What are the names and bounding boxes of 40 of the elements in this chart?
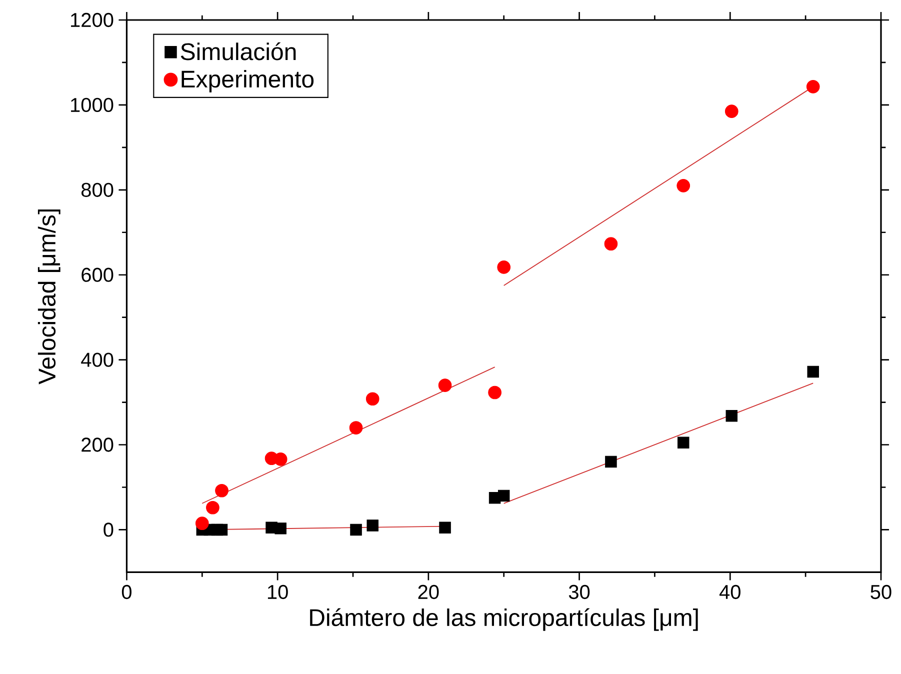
y-axis-title: Velocidad [μm/s]	[38, 210, 60, 385]
point	[726, 410, 738, 422]
point	[724, 104, 738, 118]
x-tick-label: 50	[870, 585, 892, 600]
point	[498, 490, 510, 502]
y-tick-label: 0	[104, 522, 114, 538]
y-tick-label: 200	[82, 438, 114, 452]
y-tick-label: 800	[82, 183, 114, 198]
point	[206, 501, 220, 515]
y-tick-label: 600	[82, 268, 114, 282]
point	[366, 392, 380, 406]
point	[604, 237, 618, 251]
point	[605, 456, 617, 468]
legend-label: Experimento	[182, 70, 314, 93]
x-tick-label: 20	[418, 585, 439, 600]
y-tick-label: 1000	[71, 98, 114, 112]
point	[488, 386, 502, 400]
point	[274, 522, 286, 535]
x-tick-label: 30	[568, 585, 590, 600]
point	[439, 522, 451, 534]
x-tick-label: 0	[122, 585, 132, 600]
point	[497, 260, 511, 274]
x-axis-title: Diámtero de las micropartículas [μm]	[310, 608, 698, 632]
point	[349, 421, 363, 435]
legend-label: Simulación	[180, 42, 296, 60]
point	[806, 80, 820, 94]
point	[215, 484, 228, 498]
point	[216, 524, 228, 536]
point	[677, 436, 690, 449]
x-tick-label: 40	[719, 585, 740, 600]
point	[438, 378, 452, 392]
y-tick-label: 400	[81, 352, 114, 368]
point	[350, 524, 362, 536]
point	[366, 520, 378, 532]
y-tick-label: 1200	[71, 13, 114, 28]
point	[676, 179, 690, 193]
point	[274, 452, 288, 466]
point	[807, 366, 819, 378]
point	[195, 516, 209, 530]
x-tick-label: 10	[268, 585, 288, 600]
